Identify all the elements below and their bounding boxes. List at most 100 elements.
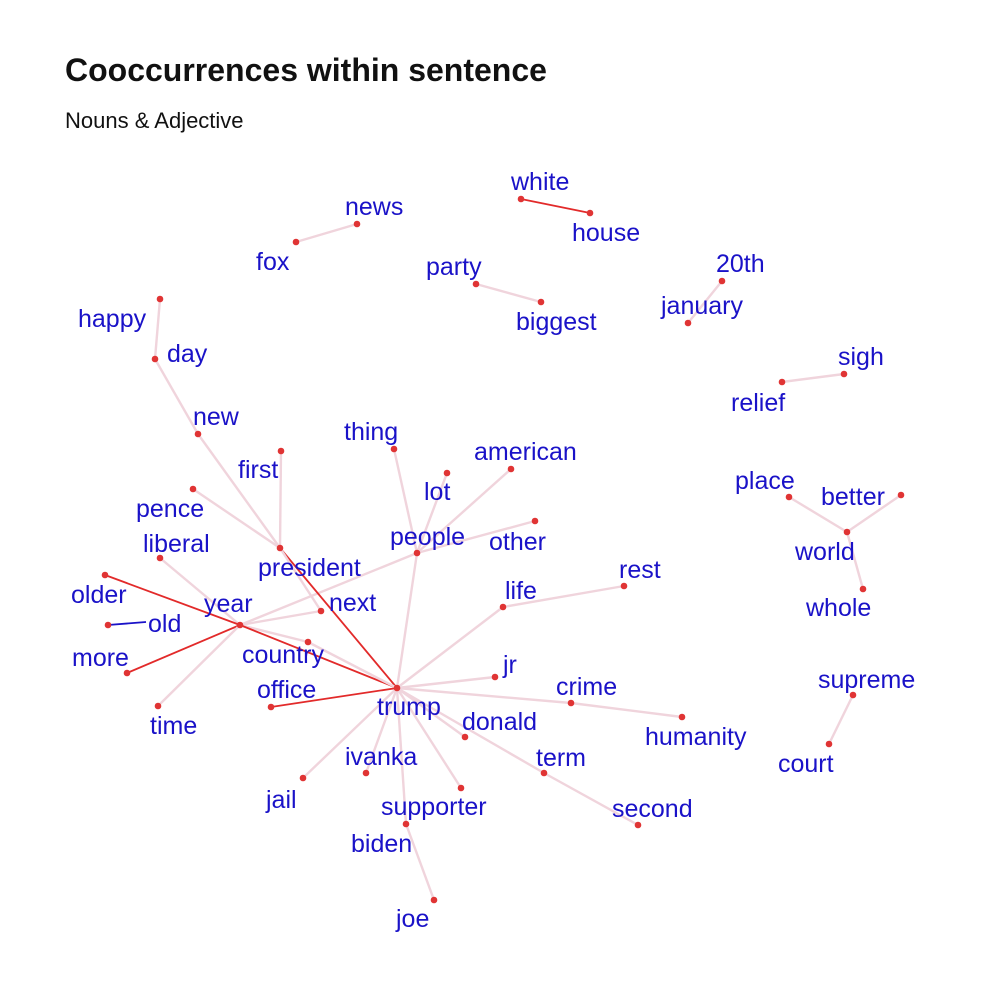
node-label-people: people: [390, 523, 465, 551]
node-layer: [101, 195, 905, 904]
node-label-fox: fox: [256, 248, 290, 276]
node-label-place: place: [735, 467, 795, 495]
node-label-party: party: [426, 253, 482, 281]
node-whole: [859, 585, 867, 593]
edge-layer: [104, 198, 902, 901]
node-label-liberal: liberal: [143, 530, 210, 558]
node-fox: [292, 238, 300, 246]
node-label-news: news: [345, 193, 403, 221]
edge-news-fox: [295, 222, 358, 244]
node-place: [785, 493, 793, 501]
node-label-court: court: [778, 750, 834, 778]
node-label-ivanka: ivanka: [345, 743, 417, 771]
node-rest: [620, 582, 628, 590]
edge-life-trump: [396, 606, 504, 689]
node-label-trump: trump: [377, 693, 441, 721]
node-lot: [443, 469, 451, 477]
node-label-supporter: supporter: [381, 793, 487, 821]
node-better: [897, 491, 905, 499]
node-label-first: first: [238, 456, 278, 484]
node-jr: [491, 673, 499, 681]
node-term: [540, 769, 548, 777]
edge-20th-january: [687, 280, 723, 324]
edge-supreme-court: [827, 694, 855, 745]
edge-pence-president: [192, 488, 281, 549]
edge-ivanka-trump: [364, 687, 399, 774]
node-liberal: [156, 554, 164, 562]
edge-party-biggest: [475, 282, 542, 304]
edge-donald-trump: [396, 687, 466, 738]
node-donald: [461, 733, 469, 741]
node-label-second: second: [612, 795, 693, 823]
edge-older-year: [104, 574, 241, 626]
edge-office-trump: [270, 687, 398, 708]
edge-people-trump: [395, 552, 419, 689]
edge-day-new: [153, 358, 200, 435]
node-label-lot: lot: [424, 478, 450, 506]
edge-lot-people: [415, 472, 449, 554]
node-label-office: office: [257, 676, 316, 704]
node-label-joe: joe: [395, 905, 429, 933]
node-label-new: new: [193, 403, 240, 431]
edge-happy-day: [153, 298, 162, 360]
node-older: [101, 571, 109, 579]
edge-other-people: [416, 519, 536, 555]
node-trump: [393, 684, 401, 692]
edge-first-president: [278, 450, 283, 549]
node-label-humanity: humanity: [645, 723, 747, 751]
edge-year-trump: [239, 624, 398, 689]
node-label-white: white: [510, 168, 569, 196]
edge-liberal-year: [159, 557, 241, 626]
edge-better-world: [846, 494, 902, 533]
node-biggest: [537, 298, 545, 306]
node-label-day: day: [167, 340, 208, 368]
node-ivanka: [362, 769, 370, 777]
node-label-supreme: supreme: [818, 666, 915, 694]
node-court: [825, 740, 833, 748]
edge-year-country: [239, 623, 309, 644]
node-supporter: [457, 784, 465, 792]
edge-year-next: [239, 609, 322, 627]
edge-world-whole: [845, 531, 865, 590]
edge-crime-trump: [396, 686, 572, 705]
node-other: [531, 517, 539, 525]
edge-place-world: [788, 495, 848, 534]
node-house: [586, 209, 594, 217]
node-label-rest: rest: [619, 556, 661, 584]
node-old: [104, 621, 112, 629]
node-jail: [299, 774, 307, 782]
node-new: [194, 430, 202, 438]
edge-country-trump: [307, 640, 398, 690]
edge-american-people: [416, 468, 512, 554]
node-label-thing: thing: [344, 418, 398, 446]
node-label-house: house: [572, 219, 640, 247]
node-year: [236, 621, 244, 629]
node-label-biden: biden: [351, 830, 412, 858]
edge-thing-people: [392, 448, 419, 554]
node-people: [413, 549, 421, 557]
node-crime: [567, 699, 575, 707]
edge-year-time: [157, 624, 241, 707]
node-label-time: time: [150, 712, 197, 740]
node-label-jail: jail: [265, 786, 297, 814]
edge-sigh-relief: [781, 372, 845, 384]
node-more: [123, 669, 131, 677]
edge-white-house: [520, 198, 591, 214]
node-label-old: old: [148, 610, 181, 638]
edge-crime-humanity: [570, 701, 683, 719]
node-sigh: [840, 370, 848, 378]
node-label-american: american: [474, 438, 577, 466]
node-label-term: term: [536, 744, 586, 772]
node-white: [517, 195, 525, 203]
edge-more-year: [126, 624, 241, 674]
node-second: [634, 821, 642, 829]
node-day: [151, 355, 159, 363]
node-label-crime: crime: [556, 673, 617, 701]
edge-president-next: [278, 547, 323, 612]
node-supreme: [849, 691, 857, 699]
node-label-year: year: [204, 590, 253, 618]
edge-supporter-trump: [395, 687, 463, 789]
node-label-biggest: biggest: [516, 308, 597, 336]
